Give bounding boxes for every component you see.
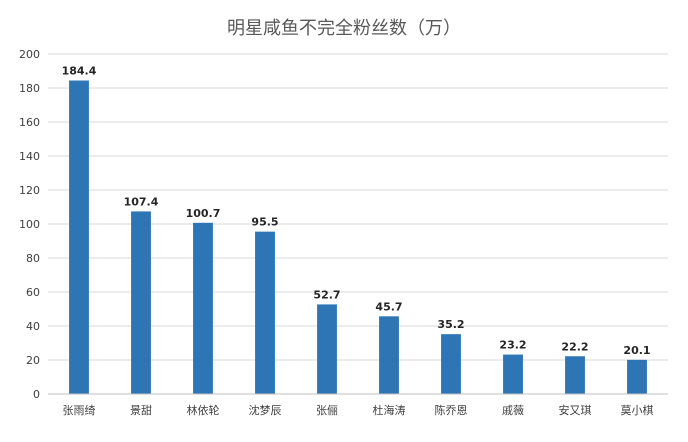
bar bbox=[69, 80, 89, 395]
data-label: 23.2 bbox=[499, 339, 526, 352]
x-tick-label: 林依轮 bbox=[187, 403, 220, 417]
x-tick-label: 景甜 bbox=[130, 404, 152, 417]
data-label: 95.5 bbox=[251, 216, 278, 229]
y-tick-label: 200 bbox=[19, 48, 40, 61]
gridlines bbox=[48, 53, 668, 361]
bars bbox=[69, 80, 647, 395]
y-tick-label: 40 bbox=[26, 320, 40, 333]
y-tick-label: 160 bbox=[19, 116, 40, 129]
bar bbox=[627, 359, 647, 394]
x-tick-label: 莫小棋 bbox=[621, 403, 654, 417]
y-axis: 0 20 40 60 80 100 120 140 160 180 200 bbox=[19, 48, 40, 401]
data-label: 45.7 bbox=[375, 300, 402, 313]
data-label: 100.7 bbox=[186, 207, 221, 220]
y-tick-label: 0 bbox=[33, 388, 40, 401]
bar bbox=[379, 316, 399, 394]
data-label: 52.7 bbox=[313, 288, 340, 301]
y-tick-label: 180 bbox=[19, 82, 40, 95]
data-label: 184.4 bbox=[62, 65, 97, 78]
chart-title: 明星咸鱼不完全粉丝数（万） bbox=[227, 18, 461, 39]
x-tick-label: 安又琪 bbox=[559, 403, 592, 417]
data-label: 35.2 bbox=[437, 318, 464, 331]
y-tick-label: 120 bbox=[19, 184, 40, 197]
x-tick-label: 张俪 bbox=[316, 404, 338, 417]
x-tick-label: 杜海涛 bbox=[373, 403, 406, 417]
bar bbox=[503, 354, 523, 394]
y-tick-label: 20 bbox=[26, 354, 40, 367]
bar bbox=[441, 334, 461, 394]
bar bbox=[255, 231, 275, 394]
data-label: 20.1 bbox=[623, 344, 650, 357]
data-labels: 184.4 107.4 100.7 95.5 52.7 45.7 35.2 23.2 22.2 2… bbox=[62, 65, 651, 357]
bar bbox=[565, 356, 585, 394]
data-label: 107.4 bbox=[124, 195, 159, 208]
x-tick-label: 沈梦辰 bbox=[249, 403, 282, 417]
bar bbox=[193, 222, 213, 394]
y-tick-label: 80 bbox=[26, 252, 40, 265]
x-tick-label: 张雨绮 bbox=[63, 403, 96, 417]
x-tick-label: 陈乔恩 bbox=[435, 403, 468, 417]
bar bbox=[317, 304, 337, 394]
x-tick-label: 戚薇 bbox=[502, 404, 524, 417]
y-tick-label: 100 bbox=[19, 218, 40, 231]
y-tick-label: 140 bbox=[19, 150, 40, 163]
bar bbox=[131, 211, 151, 394]
data-label: 22.2 bbox=[561, 340, 588, 353]
y-tick-label: 60 bbox=[26, 286, 40, 299]
x-axis: 张雨绮 景甜 林依轮 沈梦辰 张俪 杜海涛 陈乔恩 戚薇 安又琪 莫小棋 bbox=[48, 393, 668, 417]
